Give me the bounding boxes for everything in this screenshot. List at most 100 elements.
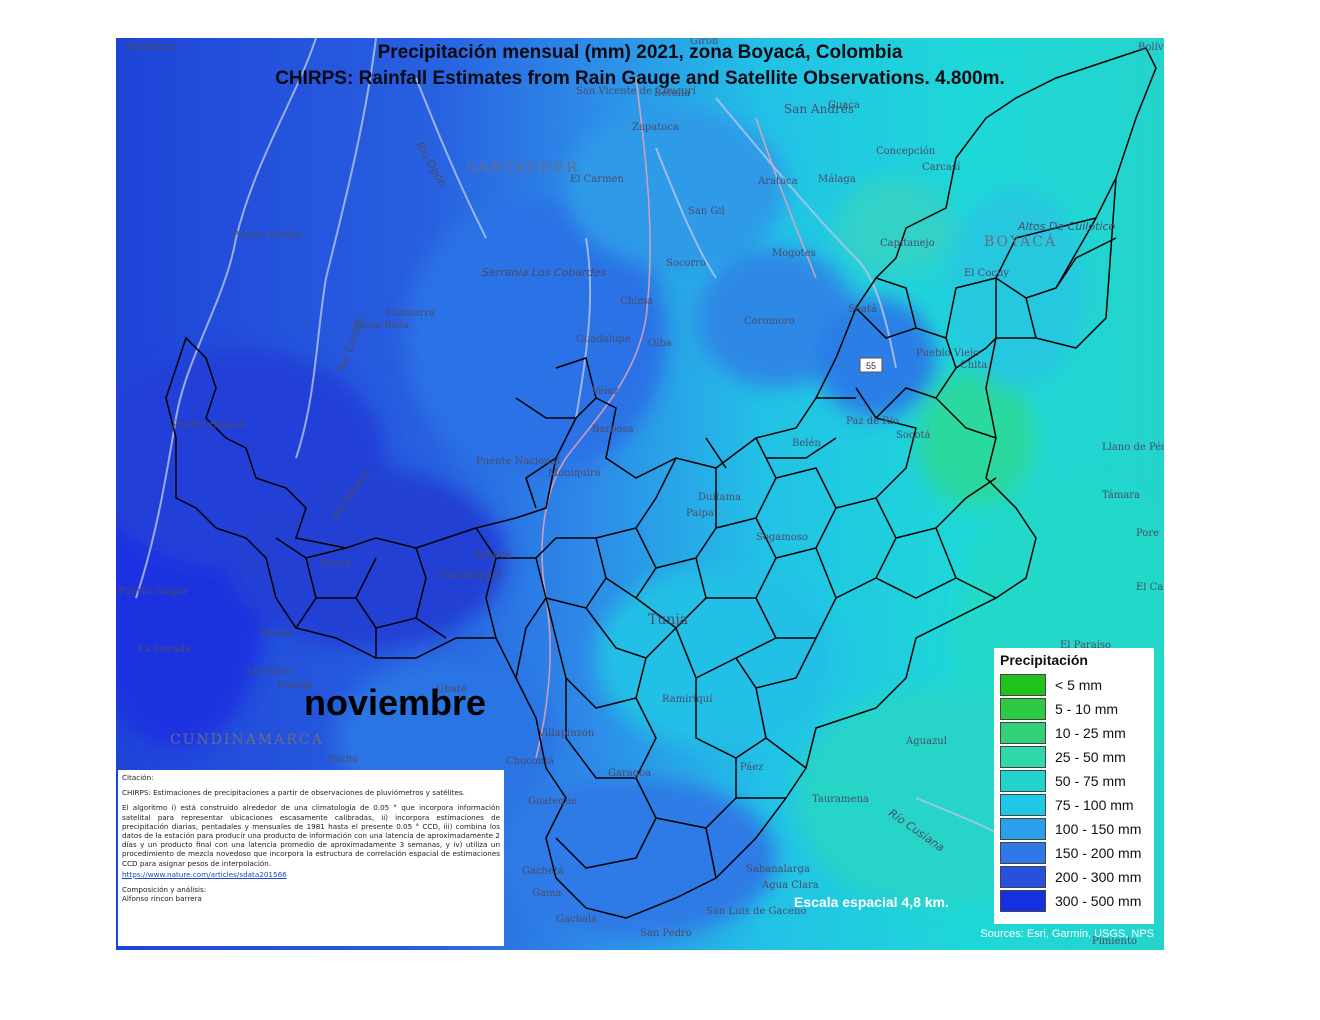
place-label: Oiba <box>648 338 672 349</box>
boundary-12 <box>705 397 856 469</box>
legend-label: 5 - 10 mm <box>1055 701 1119 717</box>
river-magdalena <box>135 38 317 599</box>
boundary-10 <box>555 758 786 879</box>
citation-box: Citación: CHIRPS: Estimaciones de precip… <box>118 770 504 946</box>
place-label: Saboyá <box>474 550 511 561</box>
citation-link[interactable]: https://www.nature.com/articles/sdata201… <box>122 869 287 879</box>
legend-item: 75 - 100 mm <box>1000 793 1148 817</box>
place-label: Remedios <box>126 42 176 53</box>
place-label: Bolív <box>1138 42 1164 53</box>
place-label: Carcasí <box>922 162 961 173</box>
legend-swatch <box>1000 674 1046 696</box>
place-label: Pacho <box>328 754 359 765</box>
boundary-5 <box>706 437 837 639</box>
place-label: Paz de Río <box>846 416 899 427</box>
legend-item: 5 - 10 mm <box>1000 697 1148 721</box>
place-label: Gachalá <box>556 914 598 925</box>
place-label: Guadalupe <box>576 334 631 345</box>
legend-swatch <box>1000 794 1046 816</box>
place-label: Vélez <box>592 386 619 397</box>
month-label: noviembre <box>304 682 487 723</box>
place-label: Belén <box>792 438 821 449</box>
legend-item: 200 - 300 mm <box>1000 865 1148 889</box>
legend-swatch <box>1000 818 1046 840</box>
region-label: BOYACÁ <box>984 234 1058 250</box>
boundary-4 <box>545 597 677 779</box>
place-label: Támara <box>1102 490 1141 501</box>
place-label: Aratoca <box>758 176 798 187</box>
place-label: Concepción <box>876 146 936 157</box>
region-label: CUNDINAMARCA <box>170 732 324 748</box>
road-main <box>535 77 651 759</box>
place-label: Pore <box>1136 528 1160 539</box>
place-label: San Vicente de Chucurí <box>576 86 696 97</box>
place-label: Duitama <box>698 492 742 503</box>
place-label: Capitanejo <box>880 238 935 249</box>
boundary-3 <box>595 457 717 629</box>
place-label: Barbosa <box>592 424 634 435</box>
place-label: San Luis de Gaceno <box>706 906 807 917</box>
place-label: Aguazul <box>906 736 947 747</box>
place-label: Coromoro <box>744 316 795 327</box>
boundary-11 <box>515 357 597 509</box>
precipitation-map: 55 Precipitación mensual (mm) 2021, zona… <box>116 38 1164 950</box>
legend-swatch <box>1000 722 1046 744</box>
map-title: Precipitación mensual (mm) 2021, zona Bo… <box>377 42 903 63</box>
place-label: Páez <box>740 762 764 773</box>
credit-label: Composición y análisis: <box>122 885 207 895</box>
place-label: La Palma <box>246 666 293 677</box>
legend-label: 10 - 25 mm <box>1055 725 1126 741</box>
rivers <box>135 38 1077 879</box>
boundary-8 <box>855 277 997 439</box>
place-label: Paipa <box>686 508 714 519</box>
map-subtitle: CHIRPS: Rainfall Estimates from Rain Gau… <box>275 68 1005 89</box>
place-label: Sabanalarga <box>746 864 810 875</box>
boyaca-municipal-boundaries <box>165 47 1157 919</box>
legend-swatch <box>1000 746 1046 768</box>
place-label: Guateque <box>528 796 578 807</box>
citation-body: El algoritmo i) está construido alrededo… <box>122 803 500 868</box>
legend-label: < 5 mm <box>1055 677 1103 693</box>
place-label: Pueblo Viejo <box>916 348 980 359</box>
place-label: Chita <box>960 360 988 371</box>
boyaca-outline <box>165 47 1157 919</box>
place-label: San Andrés <box>784 102 854 116</box>
place-label: Topaipí <box>276 680 314 691</box>
legend-swatch <box>1000 842 1046 864</box>
legend-swatch <box>1000 698 1046 720</box>
place-label: Puente Nacional <box>476 456 560 467</box>
place-label: San Gil <box>688 206 725 217</box>
boundary-7 <box>835 387 997 599</box>
road-shield-label: 55 <box>866 361 876 371</box>
legend-label: 25 - 50 mm <box>1055 749 1126 765</box>
place-label: Tauramena <box>812 794 869 805</box>
place-label: Villapinzón <box>538 728 595 739</box>
place-label: Guaca <box>828 100 860 111</box>
legend-label: 150 - 200 mm <box>1055 845 1142 861</box>
road-east <box>755 117 817 279</box>
region-label: SANTANDER <box>466 160 579 176</box>
place-label: Cimitarra <box>386 308 436 319</box>
place-label: El Cocuy <box>964 268 1010 279</box>
place-label: Puerto Salgar <box>118 586 189 597</box>
place-label: El Cauca <box>1136 582 1164 593</box>
river-carare <box>295 38 377 459</box>
legend-rows: < 5 mm 5 - 10 mm 10 - 25 mm 25 - 50 mm 50 - … <box>1000 673 1148 913</box>
boundary-2 <box>475 527 607 679</box>
place-label: Santa Rosa <box>352 320 410 331</box>
place-label: Sogamoso <box>756 532 808 543</box>
boundary-1 <box>275 537 447 658</box>
river-opon <box>415 77 487 239</box>
place-label: Pauna <box>320 558 352 569</box>
place-label: Agua Clara <box>762 880 819 891</box>
place-label: Yacopí <box>260 628 294 639</box>
legend-item: 100 - 150 mm <box>1000 817 1148 841</box>
place-label: Gachetá <box>522 866 564 877</box>
citation-heading: Citación: <box>122 773 154 782</box>
place-label: Ubaté <box>436 684 467 695</box>
feature-label: Serranía Los Cobardes <box>482 266 607 279</box>
legend-item: 300 - 500 mm <box>1000 889 1148 913</box>
place-label: Pimiento <box>1092 936 1138 947</box>
place-label: Ramiriquí <box>662 694 713 705</box>
road-shield <box>859 357 883 373</box>
